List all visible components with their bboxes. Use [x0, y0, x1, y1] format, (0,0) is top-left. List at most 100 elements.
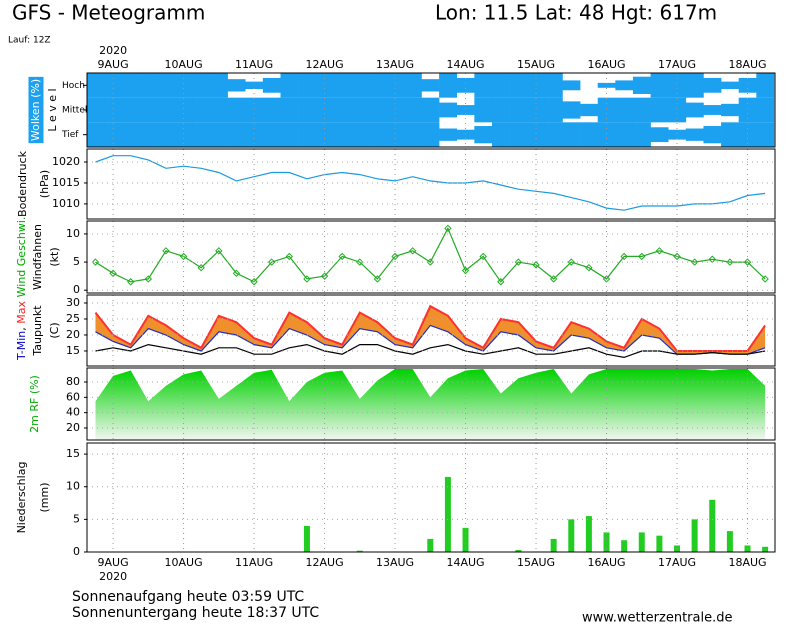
panel-label: (mm): [38, 482, 51, 512]
marker: [232, 269, 241, 278]
cloud-cell: [227, 79, 246, 92]
x-tick-label: 18AUG: [728, 58, 766, 71]
cloud-cell: [491, 97, 510, 123]
panel-label: T-Min, Max: [15, 301, 28, 361]
bar: [585, 516, 592, 552]
panel-label-part: Wolken (%): [29, 79, 42, 141]
cloud-cell: [280, 97, 299, 123]
cloud-cell: [456, 105, 475, 115]
cloud-cell: [509, 97, 528, 123]
cloud-cell: [650, 97, 669, 123]
cloud-cell: [315, 122, 334, 147]
cloud-cell: [403, 97, 422, 123]
panel-frame: [86, 220, 776, 294]
cloud-cell: [544, 73, 563, 98]
humidity-area: [95, 369, 766, 440]
panel: [303, 476, 769, 552]
marker: [356, 258, 364, 266]
y-tick-label: 80: [66, 375, 80, 388]
y-tick-label: 20: [66, 328, 80, 341]
cloud-cell: [685, 73, 704, 98]
panel: [95, 369, 766, 440]
cloud-cell: [386, 97, 405, 123]
cloud-cell: [139, 73, 158, 98]
cloud-cell: [527, 122, 546, 147]
marker: [285, 252, 294, 261]
marker: [549, 275, 558, 283]
panel: [95, 155, 766, 211]
marker: [620, 252, 628, 261]
cloud-cell: [245, 122, 264, 147]
panel: [94, 304, 766, 359]
cloud-cell: [544, 97, 563, 123]
cloud-cell: [104, 97, 123, 123]
panel-frame: [86, 72, 776, 148]
cloud-cell: [439, 128, 458, 141]
panel-background: [87, 221, 775, 293]
cloud-cell: [210, 97, 228, 123]
cloud-cell: [632, 122, 651, 147]
cloud-cell: [386, 73, 405, 98]
cloud-cell: [756, 73, 775, 98]
panel-label-bg: [28, 76, 44, 144]
cloud-cell: [245, 81, 264, 90]
panel-label-part: Max: [15, 301, 28, 324]
y-tick-label: 1010: [52, 197, 80, 210]
x-tick-label: 9AUG: [98, 58, 129, 71]
cloud-cell: [403, 122, 422, 147]
marker: [638, 252, 646, 261]
x-tick-label: 12AUG: [306, 556, 344, 569]
cloud-cell: [738, 77, 757, 93]
cloud-cell: [210, 73, 228, 98]
marker: [673, 252, 681, 261]
cloud-cell: [421, 97, 440, 123]
panel-label: (kt): [48, 247, 61, 266]
cloud-cell: [685, 102, 704, 118]
panel-label: Wolken (%): [29, 79, 42, 141]
y-tick-label: 0: [73, 283, 80, 296]
marker: [126, 278, 135, 286]
marker: [479, 252, 487, 261]
cloud-cell: [315, 73, 334, 98]
x-tick-label: 16AUG: [587, 58, 625, 71]
cloud-cell: [403, 73, 422, 98]
cloud-cell: [333, 73, 352, 98]
y-tick-label: 20: [66, 421, 80, 434]
cloud-cell: [139, 122, 158, 147]
cloud-cell: [157, 122, 176, 147]
cloud-cell: [368, 97, 387, 123]
x-tick-label: 15AUG: [517, 556, 555, 569]
cloud-cell: [721, 103, 739, 117]
year-label: 2020: [99, 570, 127, 583]
cloud-cell: [298, 73, 317, 98]
x-tick-label: 13AUG: [376, 58, 414, 71]
cloud-cell: [632, 76, 651, 94]
x-tick-label: 11AUG: [235, 556, 273, 569]
cloud-cell: [262, 77, 281, 93]
series-line: [95, 324, 766, 355]
cloud-cell: [315, 97, 334, 123]
bar: [603, 532, 610, 552]
title: GFS - Meteogramm: [12, 1, 205, 25]
panel-label-part: (C): [48, 322, 61, 338]
panel-label-part: Bodendruck: [16, 150, 29, 217]
x-tick-label: 16AUG: [587, 556, 625, 569]
level-label: Tief: [61, 130, 79, 140]
bar: [726, 531, 733, 552]
bar: [427, 538, 434, 552]
y-tick-label: 15: [66, 344, 80, 357]
sunrise: Sonnenaufgang heute 03:59 UTC: [72, 589, 304, 605]
y-tick-label: 40: [66, 406, 80, 419]
cloud-cell: [509, 122, 528, 147]
series-line: [95, 343, 766, 359]
marker: [267, 258, 276, 266]
cloud-cell: [615, 97, 634, 123]
panel-frame: [86, 367, 776, 441]
cloud-cell: [157, 73, 176, 98]
cloud-cell: [703, 105, 722, 115]
cloud-cell: [298, 97, 317, 123]
cloud-cell: [527, 97, 546, 123]
cloud-cell: [298, 122, 317, 147]
cloud-cell: [580, 103, 599, 117]
cloud-cell: [421, 122, 440, 147]
